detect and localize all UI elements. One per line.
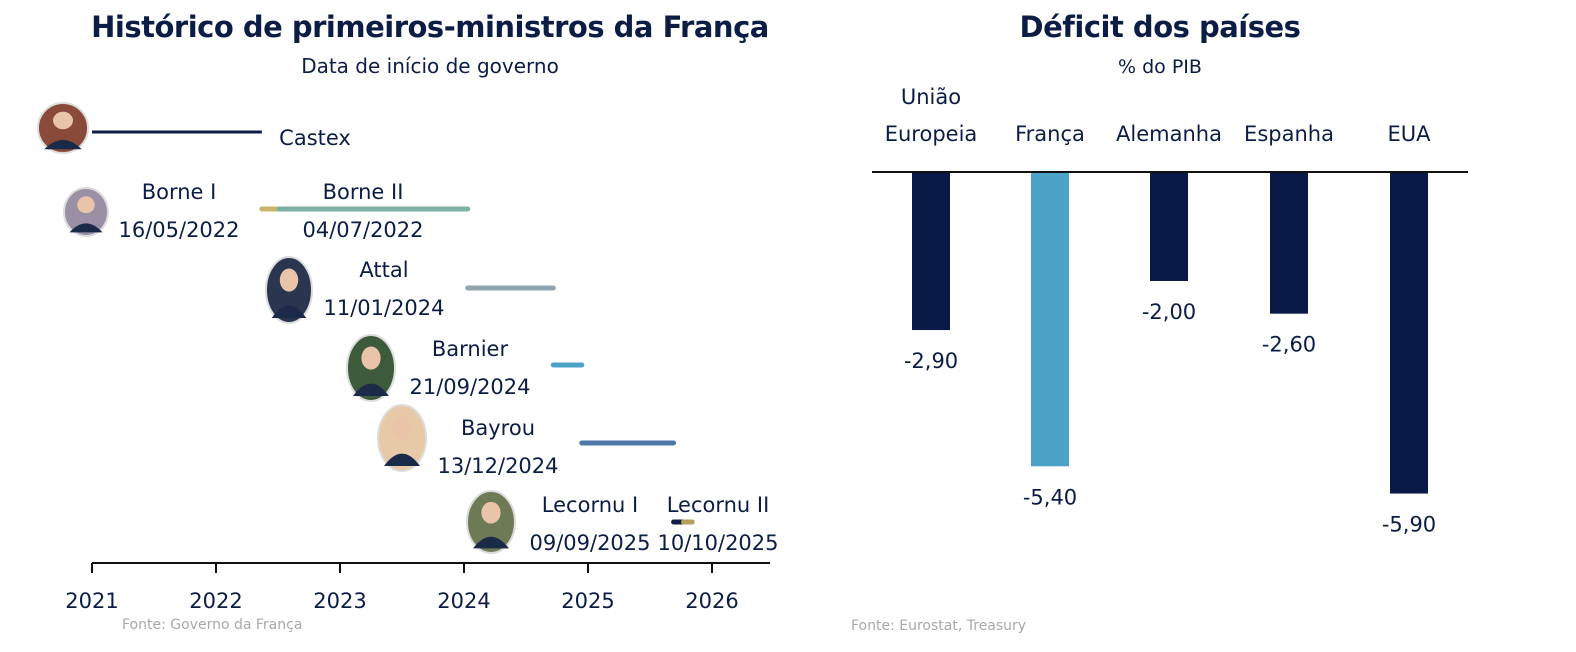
bar-3 (1270, 172, 1308, 314)
category-label: Espanha (1244, 122, 1334, 146)
avatar-suit-bayrou (384, 453, 420, 467)
avatar-face-castex (53, 111, 73, 130)
bar-4 (1390, 172, 1428, 494)
deficit-bar-chart: -2,90 União Europeia -5,40 França -2,00 Aleman… (872, 85, 1468, 537)
avatar-suit-attal (271, 305, 307, 319)
bar-2 (1150, 172, 1188, 281)
timeline-name-bayrou: Bayrou (461, 416, 535, 440)
timeline-date-bayrou: 13/12/2024 (437, 454, 558, 478)
timeline-date-barnier: 21/09/2024 (409, 375, 530, 399)
timeline-date-borne-ii: 04/07/2022 (302, 218, 423, 242)
timeline-name-borne-i: Borne I (142, 180, 217, 204)
avatar-face-bayrou (392, 416, 412, 440)
category-label: EUA (1387, 122, 1431, 146)
timeline-tick-label: 2021 (65, 589, 118, 613)
timeline-date-lecornu-i: 09/09/2025 (529, 531, 650, 555)
timeline-subtitle: Data de início de governo (301, 54, 559, 78)
timeline-tick-label: 2023 (313, 589, 366, 613)
deficit-title: Déficit dos países (1019, 10, 1301, 44)
avatar-face-barnier (361, 346, 381, 370)
timeline-name-lecornu-i: Lecornu I (542, 493, 638, 517)
timeline-name-attal: Attal (359, 258, 408, 282)
category-label: Alemanha (1116, 122, 1222, 146)
category-label: União (901, 85, 961, 109)
timeline-date-borne-i: 16/05/2022 (118, 218, 239, 242)
avatar-face-lecornu-i (481, 501, 501, 524)
timeline-date-attal: 11/01/2024 (323, 296, 444, 320)
bar-value-label: -2,00 (1142, 300, 1196, 324)
avatar-suit-borne-i (69, 223, 103, 233)
timeline-name-borne-ii: Borne II (323, 180, 404, 204)
timeline-name-lecornu-ii: Lecornu II (667, 493, 770, 517)
avatar-suit-lecornu-i (473, 536, 509, 549)
bar-1 (1031, 172, 1069, 467)
timeline-tick-label: 2026 (685, 589, 738, 613)
category-label: França (1015, 122, 1085, 146)
avatar-suit-barnier (353, 383, 389, 397)
timeline-source: Fonte: Governo da França (122, 617, 303, 633)
category-label: Europeia (885, 122, 978, 146)
deficit-subtitle: % do PIB (1118, 56, 1202, 78)
timeline-name-barnier: Barnier (432, 337, 509, 361)
avatar-suit-castex (44, 139, 82, 150)
timeline-name-castex: Castex (279, 126, 351, 150)
bar-value-label: -5,90 (1382, 513, 1436, 537)
bar-value-label: -2,90 (904, 349, 958, 373)
timeline-tick-label: 2024 (437, 589, 490, 613)
bar-value-label: -2,60 (1262, 333, 1316, 357)
bar-0 (912, 172, 950, 331)
timeline-tick-label: 2025 (561, 589, 614, 613)
timeline-title: Histórico de primeiros-ministros da Fran… (91, 10, 769, 44)
timeline-tick-label: 2022 (189, 589, 242, 613)
timeline-date-lecornu-ii: 10/10/2025 (657, 531, 778, 555)
avatar-face-attal (279, 268, 299, 292)
timeline-chart: 2021 2022 2023 2024 2025 2026 Castex Borne I 16/… (37, 102, 779, 613)
avatar-face-borne-i (77, 196, 95, 214)
deficit-source: Fonte: Eurostat, Treasury (851, 618, 1027, 634)
bar-value-label: -5,40 (1023, 485, 1077, 509)
